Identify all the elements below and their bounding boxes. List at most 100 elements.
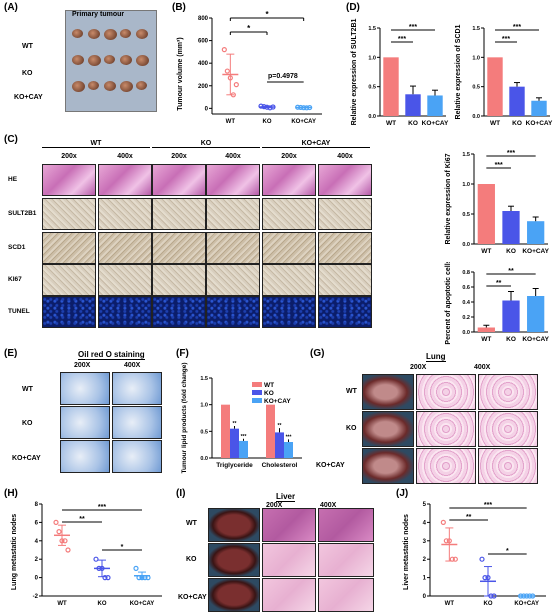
lung-row-wt: WT xyxy=(346,388,357,395)
bar xyxy=(221,404,230,458)
panel-d-label: (D) xyxy=(346,2,360,13)
x-tick-label: KO xyxy=(506,336,516,343)
ihc-mag-label: 200x xyxy=(281,153,297,160)
y-tick-label: 2 xyxy=(423,557,427,563)
data-point xyxy=(53,519,59,525)
oil-row-wt: WT xyxy=(22,386,33,393)
lung-histology xyxy=(478,411,538,447)
bar xyxy=(427,95,443,116)
x-tick-label: KO+CAY xyxy=(291,119,316,125)
ihc-row-label: TUNEL xyxy=(8,308,30,315)
lung-photo xyxy=(362,411,414,447)
y-tick-label: 0.8 xyxy=(462,270,470,276)
y-tick-label: 0.2 xyxy=(462,315,470,321)
wt-ko-sig: * xyxy=(247,24,251,33)
tumour-specimen xyxy=(88,81,99,90)
y-tick-label: 800 xyxy=(198,16,209,22)
data-point xyxy=(133,565,139,572)
ihc-image xyxy=(206,164,260,196)
sig-label: *** xyxy=(502,36,510,43)
panel-c-label: (C) xyxy=(4,134,18,145)
tumour-specimen xyxy=(88,55,101,66)
panel-i-label: (I) xyxy=(176,488,186,499)
ihc-image xyxy=(42,264,96,296)
ihc-image xyxy=(262,264,316,296)
sig-label: *** xyxy=(241,434,247,440)
liver-histology xyxy=(318,508,374,542)
ihc-image xyxy=(206,296,260,328)
sig-label: *** xyxy=(398,36,406,43)
ihc-image xyxy=(318,232,372,264)
bar xyxy=(527,296,545,332)
x-tick-label: KO+CAY xyxy=(130,601,155,607)
tumour-specimen xyxy=(136,29,148,39)
data-point xyxy=(221,47,227,53)
y-tick-label: 0.5 xyxy=(368,85,376,91)
lung-mag-200x: 200X xyxy=(410,364,427,371)
ihc-row-label: SCD1 xyxy=(8,244,26,251)
bar xyxy=(477,184,495,244)
x-tick-label: WT xyxy=(481,336,491,343)
ihc-image xyxy=(42,198,96,230)
data-point xyxy=(482,574,488,581)
primary-tumour-photo: Primary tumour xyxy=(65,10,157,112)
ihc-group-label: KO+CAY xyxy=(262,140,370,148)
legend-swatch xyxy=(252,382,262,387)
panel-h-label: (H) xyxy=(4,488,18,499)
primary-tumour-title: Primary tumour xyxy=(72,11,125,18)
wt-ko-sig: ** xyxy=(466,514,472,521)
data-point xyxy=(93,556,99,562)
y-tick-label: -2 xyxy=(33,594,39,600)
y-tick-label: 0.5 xyxy=(462,212,470,218)
liver-title: Liver xyxy=(276,492,296,502)
y-tick-label: 1.5 xyxy=(462,152,470,158)
ihc-image xyxy=(206,232,260,264)
lung-histology xyxy=(416,374,476,410)
chart-f-ylabel: Tumour lipid products (fold change) xyxy=(181,362,188,473)
y-tick-label: 5 xyxy=(423,502,427,508)
data-point xyxy=(62,538,68,544)
x-tick-label: Cholesterol xyxy=(262,462,298,469)
sig-label: ** xyxy=(233,421,237,427)
chart-h-ylabel: Lung metastatic nodes xyxy=(11,514,18,590)
wt-kocay-sig: * xyxy=(265,10,269,19)
liver-histology xyxy=(262,508,316,542)
y-axis-label: Percent of apoptotic cells xyxy=(445,262,452,345)
data-point xyxy=(452,556,458,562)
lung-histology xyxy=(478,448,538,484)
y-tick-label: 1.0 xyxy=(368,55,376,61)
lung-row-ko: KO xyxy=(346,425,357,432)
panel-e-label: (E) xyxy=(4,348,18,359)
chart-f: Tumour lipid products (fold change) 0.0 0.… xyxy=(181,362,302,474)
ihc-image xyxy=(318,198,372,230)
y-tick-label: 1.0 xyxy=(462,182,470,188)
sig-label: *** xyxy=(507,150,515,157)
ihc-image xyxy=(206,198,260,230)
liver-photo xyxy=(208,543,260,577)
bar xyxy=(527,221,545,244)
ihc-mag-label: 400x xyxy=(337,153,353,160)
ihc-image xyxy=(262,296,316,328)
ihc-image xyxy=(262,198,316,230)
y-tick-label: 1.0 xyxy=(200,403,208,409)
sig-label: *** xyxy=(513,24,521,31)
oil-red-image xyxy=(60,372,110,405)
y-tick-label: 3 xyxy=(423,539,427,545)
panel-j-label: (J) xyxy=(396,488,409,499)
ihc-image xyxy=(152,198,206,230)
tumour-specimen xyxy=(120,81,133,92)
tumour-specimen xyxy=(72,81,85,92)
x-tick-label: WT xyxy=(57,601,67,607)
bar xyxy=(502,300,520,332)
y-tick-label: 0 xyxy=(205,106,209,112)
ihc-image xyxy=(98,198,152,230)
y-tick-label: 0.6 xyxy=(462,285,470,291)
ihc-image xyxy=(262,232,316,264)
lung-mag-400x: 400X xyxy=(474,364,491,371)
liver-histology xyxy=(262,578,316,612)
bar xyxy=(239,440,248,458)
y-tick-label: 600 xyxy=(198,39,209,45)
legend-label: KO xyxy=(264,390,274,397)
oil-mag-200x: 200X xyxy=(74,362,91,369)
